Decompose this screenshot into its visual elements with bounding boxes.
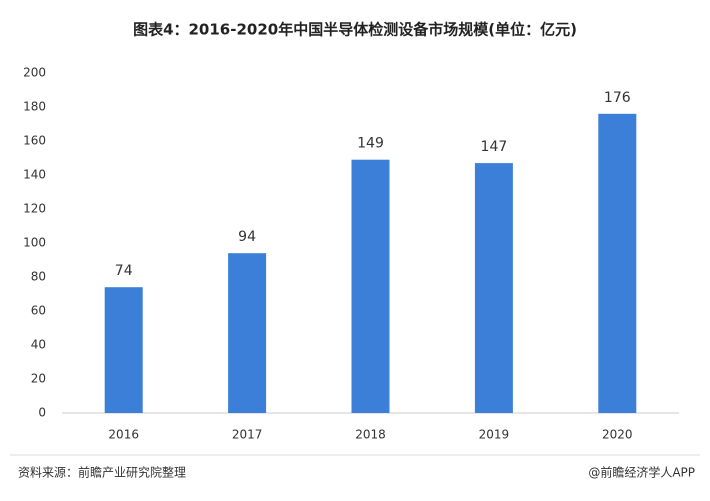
y-tick-label: 160 bbox=[23, 134, 46, 148]
bar bbox=[228, 253, 267, 413]
bar bbox=[351, 159, 390, 413]
y-tick-label: 60 bbox=[31, 304, 46, 318]
y-tick-label: 180 bbox=[23, 100, 46, 114]
chart-title: 图表4：2016-2020年中国半导体检测设备市场规模(单位：亿元) bbox=[133, 21, 577, 39]
x-tick-label: 2018 bbox=[355, 428, 386, 442]
y-tick-label: 200 bbox=[23, 66, 46, 80]
y-tick-label: 0 bbox=[38, 406, 46, 420]
bar bbox=[598, 113, 637, 414]
value-label: 94 bbox=[238, 229, 256, 245]
x-tick-label: 2017 bbox=[232, 428, 263, 442]
bar bbox=[474, 163, 513, 413]
x-tick-label: 2020 bbox=[602, 428, 633, 442]
x-tick-label: 2016 bbox=[108, 428, 139, 442]
bar bbox=[104, 287, 143, 413]
y-tick-label: 120 bbox=[23, 202, 46, 216]
credit: @前瞻经济学人APP bbox=[588, 465, 695, 480]
y-tick-label: 80 bbox=[31, 270, 46, 284]
value-label: 176 bbox=[604, 90, 631, 106]
y-tick-label: 20 bbox=[31, 372, 46, 386]
value-label: 74 bbox=[115, 263, 133, 279]
y-tick-label: 100 bbox=[23, 236, 46, 250]
x-tick-label: 2019 bbox=[479, 428, 510, 442]
y-tick-label: 140 bbox=[23, 168, 46, 182]
value-label: 149 bbox=[357, 136, 384, 152]
source: 资料来源：前瞻产业研究院整理 bbox=[18, 465, 186, 480]
value-label: 147 bbox=[481, 139, 508, 155]
y-tick-label: 40 bbox=[31, 338, 46, 352]
